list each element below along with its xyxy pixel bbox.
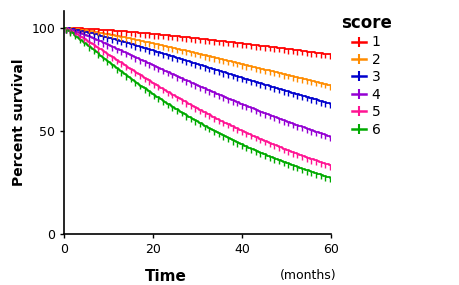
Legend: 1, 2, 3, 4, 5, 6: 1, 2, 3, 4, 5, 6 (340, 14, 391, 137)
Text: Time: Time (145, 269, 186, 284)
Y-axis label: Percent survival: Percent survival (12, 59, 26, 186)
Text: (months): (months) (280, 269, 336, 282)
